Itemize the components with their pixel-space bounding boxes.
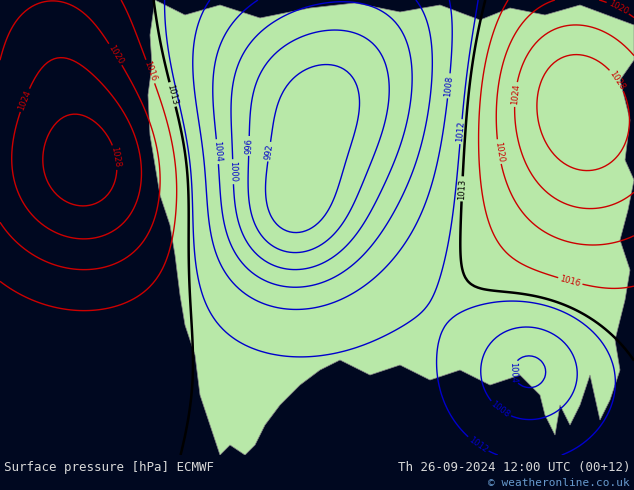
Text: 996: 996 bbox=[244, 138, 254, 154]
Polygon shape bbox=[148, 0, 634, 455]
Text: 1024: 1024 bbox=[510, 83, 521, 105]
Text: 1012: 1012 bbox=[467, 435, 489, 454]
Text: 1013: 1013 bbox=[457, 178, 467, 199]
Text: 1016: 1016 bbox=[559, 274, 581, 288]
Text: 1028: 1028 bbox=[608, 69, 627, 92]
Text: 1024: 1024 bbox=[16, 89, 33, 112]
Text: Th 26-09-2024 12:00 UTC (00+12): Th 26-09-2024 12:00 UTC (00+12) bbox=[398, 461, 630, 474]
Text: 1000: 1000 bbox=[228, 161, 238, 182]
Text: 1016: 1016 bbox=[143, 60, 158, 83]
Text: 1008: 1008 bbox=[489, 400, 512, 419]
Text: 1004: 1004 bbox=[212, 141, 223, 163]
Text: Surface pressure [hPa] ECMWF: Surface pressure [hPa] ECMWF bbox=[4, 461, 214, 474]
Text: 1028: 1028 bbox=[110, 146, 122, 169]
Text: 1013: 1013 bbox=[165, 83, 179, 106]
Text: 992: 992 bbox=[264, 143, 275, 160]
Text: 1020: 1020 bbox=[493, 141, 505, 163]
Text: 1020: 1020 bbox=[106, 43, 125, 66]
Text: 1012: 1012 bbox=[456, 121, 467, 143]
Text: © weatheronline.co.uk: © weatheronline.co.uk bbox=[488, 478, 630, 488]
Text: 1020: 1020 bbox=[607, 0, 630, 16]
Text: 1008: 1008 bbox=[443, 75, 455, 97]
Text: 1004: 1004 bbox=[508, 361, 518, 383]
